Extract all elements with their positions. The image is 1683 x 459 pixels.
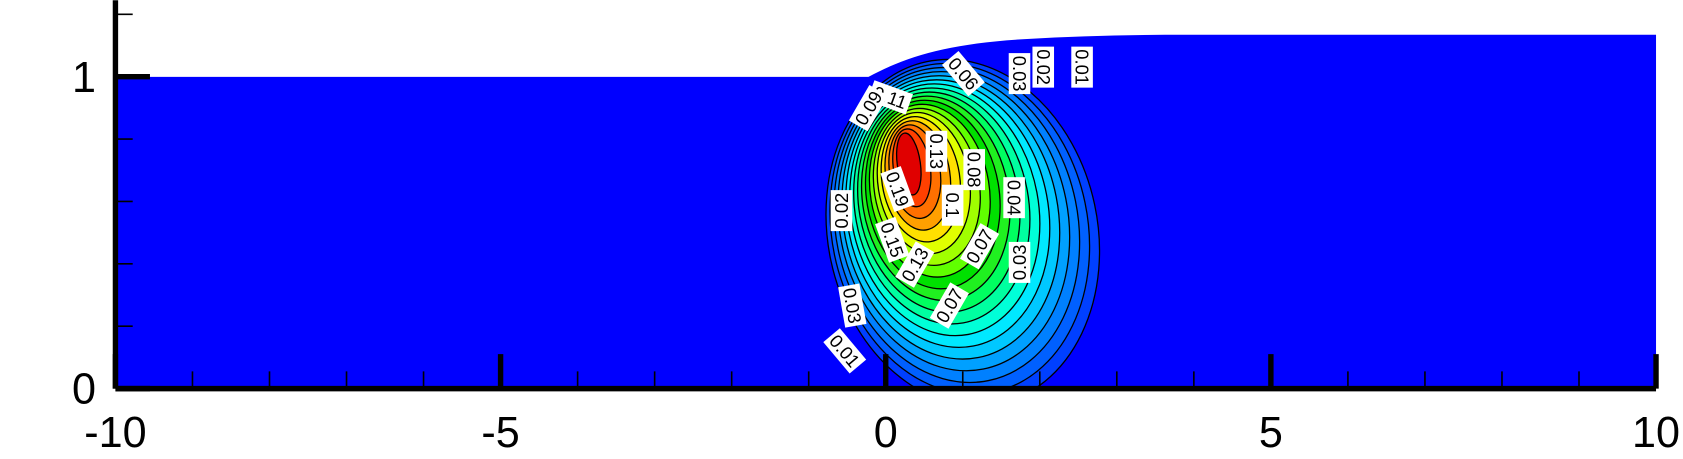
contour-label-text: 0.04 [1004, 180, 1025, 216]
contour-label-text: 0.03 [1009, 56, 1030, 92]
contour-label-box [1008, 241, 1031, 283]
contour-label-box [1032, 46, 1055, 88]
contour-label-box [941, 184, 964, 226]
contour-label-text: 0.01 [1072, 49, 1093, 85]
contour-label-box [880, 166, 915, 212]
x-tick-label: 10 [1632, 409, 1680, 457]
contour-label: 0.1 [941, 184, 964, 226]
contour-label-box [941, 50, 985, 97]
contour-label-box [963, 149, 985, 191]
contour-label: 0.08 [963, 149, 985, 191]
contour-label-text: 0.1 [942, 192, 963, 217]
contour-label-box [929, 282, 969, 329]
contour-label: 0.03 [1008, 241, 1031, 283]
contour-label-box [1003, 177, 1025, 219]
x-tick-label: 5 [1259, 409, 1283, 457]
contour-label-text: 0.13 [926, 133, 947, 169]
contour-label-box [830, 190, 853, 232]
contour-label: 0.13 [925, 130, 948, 172]
contour-label: 0.03 [1008, 53, 1031, 95]
contour-label-text: 0.03 [1009, 245, 1030, 281]
contour-label: 0.01 [1071, 46, 1093, 88]
contour-label-box [960, 223, 1000, 270]
y-tick-label: 0 [72, 366, 96, 414]
contour-label-box [895, 241, 935, 288]
contour-label-text: 0.02 [1033, 49, 1054, 85]
contour-label: 0.02 [1032, 46, 1055, 88]
contour-label-box [838, 283, 867, 328]
contour-label-text: 0.02 [831, 193, 852, 229]
contour-label: 0.02 [830, 190, 853, 232]
contour-label-box [823, 328, 867, 374]
contour-label-box [925, 130, 948, 172]
contour-label: 0.04 [1003, 177, 1025, 219]
y-tick-label: 1 [72, 54, 96, 102]
contour-label-box [848, 84, 889, 132]
contour-label-box [875, 216, 910, 263]
x-tick-label: 0 [874, 409, 898, 457]
x-tick-label: -10 [84, 409, 146, 457]
contour-label-text: 0.08 [964, 152, 985, 188]
contour-label-box [867, 80, 913, 115]
contour-label-box [1071, 46, 1093, 88]
x-tick-label: -5 [481, 409, 519, 457]
contour-label-box [1008, 53, 1031, 95]
